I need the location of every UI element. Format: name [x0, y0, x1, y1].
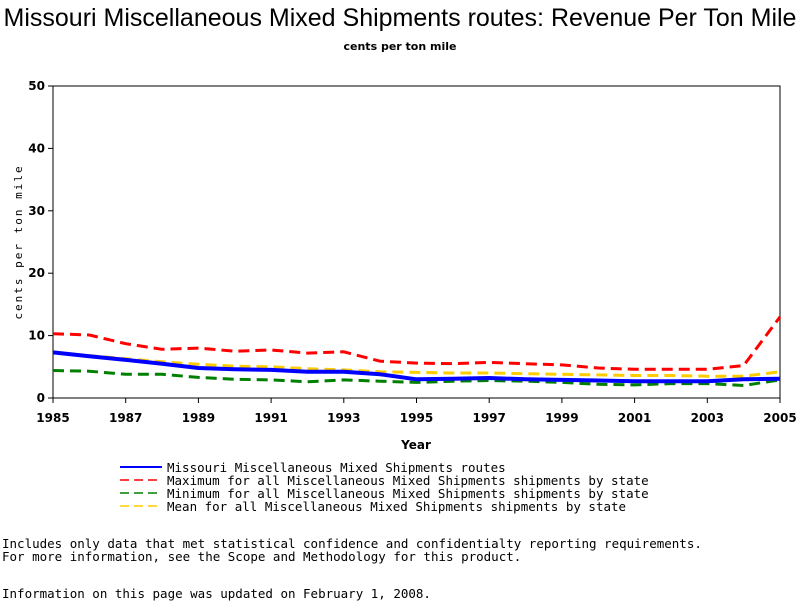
legend-label: Missouri Miscellaneous Mixed Shipments r… [167, 460, 506, 475]
x-tick-label: 1999 [545, 411, 578, 425]
line-chart: 0 10 20 30 40 50 1985 1987 1989 1991 1993 1995 1997 1… [12, 79, 797, 514]
y-tick-label: 30 [28, 204, 45, 218]
footnote-methodology: For more information, see the Scope and … [2, 549, 522, 564]
chart-subtitle: cents per ton mile [343, 40, 457, 53]
y-tick-label: 20 [28, 266, 45, 280]
x-tick-label: 1993 [327, 411, 360, 425]
chart-title: Missouri Miscellaneous Mixed Shipments r… [3, 4, 797, 32]
legend-label: Mean for all Miscellaneous Mixed Shipmen… [167, 499, 626, 514]
x-tick-label: 2003 [691, 411, 724, 425]
y-axis-label: cents per ton mile [12, 164, 25, 319]
series-layer [52, 316, 782, 387]
x-axis-label: Year [400, 438, 431, 452]
x-tick-label: 2001 [618, 411, 651, 425]
series-line [52, 350, 781, 384]
x-tick-label: 1995 [400, 411, 433, 425]
chart-axes: 0 10 20 30 40 50 1985 1987 1989 1991 1993 1995 1997 1… [28, 79, 796, 425]
series-line [52, 350, 781, 378]
footnote-confidence: Includes only data that met statistical … [2, 536, 702, 551]
y-tick-label: 0 [37, 391, 45, 405]
y-tick-label: 10 [28, 329, 45, 343]
legend-label: Minimum for all Miscellaneous Mixed Ship… [167, 486, 649, 501]
y-tick-label: 50 [28, 79, 45, 93]
x-tick-label: 1985 [36, 411, 69, 425]
footnote-updated: Information on this page was updated on … [2, 586, 431, 601]
y-tick-label: 40 [28, 141, 45, 155]
legend-label: Maximum for all Miscellaneous Mixed Ship… [167, 473, 649, 488]
x-tick-label: 1987 [109, 411, 142, 425]
legend: Missouri Miscellaneous Mixed Shipments r… [120, 460, 649, 514]
series-line [52, 316, 782, 371]
x-tick-label: 1997 [472, 411, 505, 425]
x-tick-label: 1991 [254, 411, 287, 425]
series-line [52, 369, 781, 387]
x-tick-label: 1989 [182, 411, 215, 425]
plot-frame [52, 85, 781, 399]
x-tick-label: 2005 [763, 411, 796, 425]
